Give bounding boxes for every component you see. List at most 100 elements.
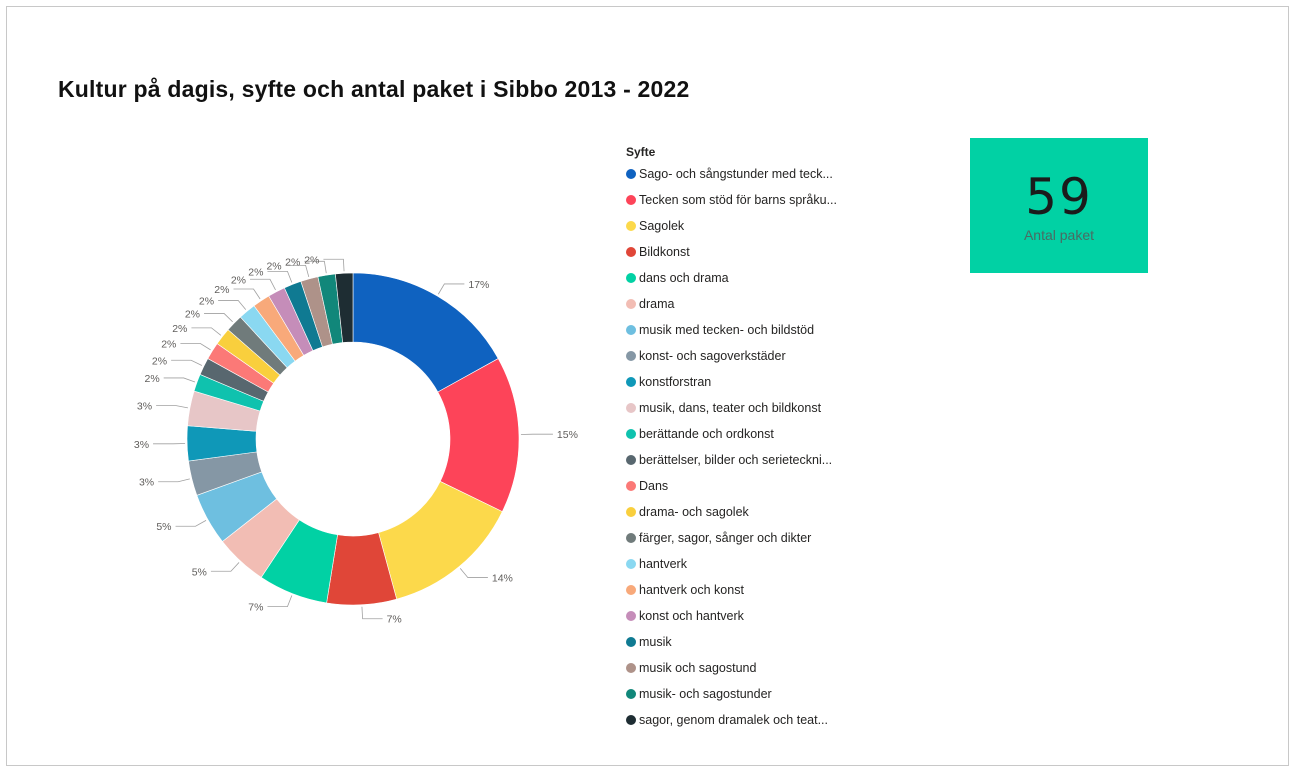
legend-swatch-icon [626,351,636,361]
donut-chart[interactable]: 17%15%14%7%7%5%5%3%3%3%2%2%2%2%2%2%2%2%2… [0,0,720,758]
data-label: 7% [248,602,263,614]
legend-label: musik med tecken- och bildstöd [639,323,814,337]
legend-item[interactable]: musik och sagostund [626,655,837,681]
chart-legend: Syfte Sago- och sångstunder med teck... T… [626,144,837,733]
data-label: 5% [156,521,171,533]
leader-line [267,595,291,606]
legend-item[interactable]: hantverk och konst [626,577,837,603]
legend-swatch-icon [626,611,636,621]
legend-item[interactable]: Bildkonst [626,239,837,265]
data-label: 3% [134,439,149,451]
legend-swatch-icon [626,377,636,387]
leader-line [250,279,276,290]
data-label: 2% [248,266,263,278]
leader-line [323,259,344,271]
legend-item[interactable]: berättelser, bilder och serieteckni... [626,447,837,473]
leader-line [233,289,260,299]
legend-swatch-icon [626,273,636,283]
legend-item[interactable]: Tecken som stöd för barns språku... [626,187,837,213]
legend-swatch-icon [626,559,636,569]
legend-label: konst- och sagoverkstäder [639,349,786,363]
legend-swatch-icon [626,637,636,647]
leader-line [158,479,190,482]
legend-label: hantverk [639,557,687,571]
legend-label: konst och hantverk [639,609,744,623]
legend-item[interactable]: sagor, genom dramalek och teat... [626,707,837,733]
legend-item[interactable]: färger, sagor, sånger och dikter [626,525,837,551]
leader-line [204,313,233,321]
legend-item[interactable]: konst- och sagoverkstäder [626,343,837,369]
legend-item[interactable]: drama [626,291,837,317]
legend-swatch-icon [626,195,636,205]
data-label: 2% [285,256,300,268]
data-label: 17% [468,279,489,291]
legend-swatch-icon [626,299,636,309]
legend-item[interactable]: musik med tecken- och bildstöd [626,317,837,343]
leader-line [460,568,488,577]
data-label: 15% [557,429,578,441]
legend-swatch-icon [626,325,636,335]
data-label: 3% [139,477,154,489]
legend-item[interactable]: konst och hantverk [626,603,837,629]
legend-swatch-icon [626,585,636,595]
legend-label: Sago- och sångstunder med teck... [639,167,833,181]
data-label: 2% [266,260,281,272]
legend-swatch-icon [626,481,636,491]
data-label: 2% [199,295,214,307]
legend-swatch-icon [626,715,636,725]
kpi-value: 59 [1025,169,1093,225]
legend-label: hantverk och konst [639,583,744,597]
legend-swatch-icon [626,455,636,465]
data-label: 2% [231,274,246,286]
leader-line [362,607,383,619]
legend-title: Syfte [626,144,837,161]
legend-label: sagor, genom dramalek och teat... [639,713,828,727]
legend-swatch-icon [626,221,636,231]
leader-line [176,520,206,526]
legend-swatch-icon [626,663,636,673]
leader-line [218,300,246,309]
legend-item[interactable]: musik- och sagostunder [626,681,837,707]
legend-item[interactable]: Sago- och sångstunder med teck... [626,161,837,187]
legend-label: musik- och sagostunder [639,687,772,701]
legend-item[interactable]: berättande och ordkonst [626,421,837,447]
data-label: 2% [304,254,319,266]
legend-swatch-icon [626,689,636,699]
legend-label: Bildkonst [639,245,690,259]
legend-item[interactable]: dans och drama [626,265,837,291]
leader-line [191,328,220,335]
legend-item[interactable]: drama- och sagolek [626,499,837,525]
data-label: 2% [214,284,229,296]
legend-label: drama- och sagolek [639,505,749,519]
legend-label: berättelser, bilder och serieteckni... [639,453,832,467]
legend-label: drama [639,297,674,311]
legend-list: Sago- och sångstunder med teck... Tecken … [626,161,837,733]
legend-item[interactable]: hantverk [626,551,837,577]
leader-line [180,344,210,350]
data-label: 14% [492,573,513,585]
leader-line [211,562,239,571]
legend-label: färger, sagor, sånger och dikter [639,531,811,545]
legend-item[interactable]: musik [626,629,837,655]
legend-label: musik, dans, teater och bildkonst [639,401,821,415]
legend-label: Sagolek [639,219,684,233]
legend-label: Dans [639,479,668,493]
kpi-label: Antal paket [1024,227,1094,243]
legend-swatch-icon [626,403,636,413]
data-label: 2% [144,373,159,385]
legend-item[interactable]: Dans [626,473,837,499]
legend-swatch-icon [626,429,636,439]
data-label: 2% [152,355,167,367]
kpi-card[interactable]: 59 Antal paket [970,138,1148,273]
legend-label: musik och sagostund [639,661,756,675]
data-label: 2% [161,339,176,351]
legend-label: berättande och ordkonst [639,427,774,441]
data-label: 7% [387,614,402,626]
legend-swatch-icon [626,533,636,543]
legend-item[interactable]: musik, dans, teater och bildkonst [626,395,837,421]
legend-item[interactable]: konstforstran [626,369,837,395]
legend-label: dans och drama [639,271,729,285]
data-label: 3% [137,401,152,413]
legend-item[interactable]: Sagolek [626,213,837,239]
leader-line [438,284,464,294]
